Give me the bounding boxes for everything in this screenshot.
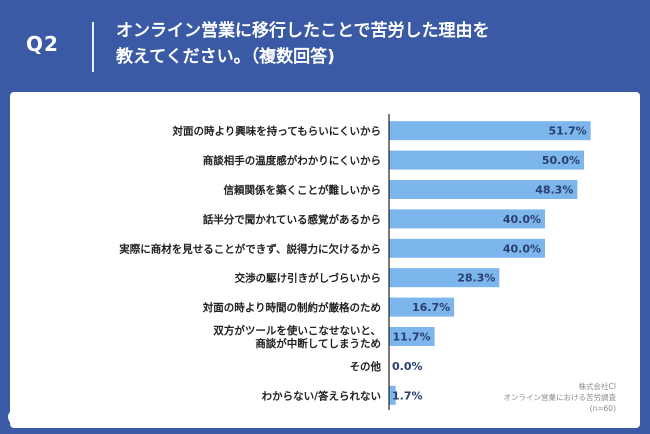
category-label-1: 対面の時より興味を持ってもらいにくいから xyxy=(171,125,381,138)
value-label-4: 40.0% xyxy=(503,213,541,226)
category-label-10: わからない/答えられない xyxy=(262,389,381,402)
bar-1 xyxy=(389,121,591,141)
source-survey: オンライン営業における苦労調査 xyxy=(503,393,617,402)
category-label-7: 対面の時より時間の制約が厳格のため xyxy=(202,301,381,314)
source-company: 株式会社CI xyxy=(578,382,616,391)
category-label-8-line-2: 商談が中断してしまうため xyxy=(255,337,381,350)
category-label-4: 話半分で聞かれている感覚があるから xyxy=(203,213,381,226)
bar-4 xyxy=(389,209,545,229)
bar-chart: 対面の時より興味を持ってもらいにくいから 51.7% 商談相手の温度感がわかりにくい… xyxy=(119,114,591,410)
source-note: 株式会社CI オンライン営業における苦労調査 (n=60) xyxy=(504,381,617,414)
bar-10 xyxy=(389,385,396,405)
value-label-7: 16.7% xyxy=(412,301,450,314)
question-title-line-2: 教えてください。（複数回答) xyxy=(116,47,335,67)
category-label-9: その他 xyxy=(350,360,382,373)
value-label-9: 0.0% xyxy=(392,360,423,373)
value-label-1: 51.7% xyxy=(548,125,586,138)
header-divider xyxy=(92,22,94,72)
question-title-line-1: オンライン営業に移行したことで苦労した理由を xyxy=(116,21,490,41)
brand-name: リサピー xyxy=(28,411,81,427)
header: Q2 オンライン営業に移行したことで苦労した理由を 教えてください。（複数回答) xyxy=(0,0,650,92)
bar-8 xyxy=(389,327,435,346)
value-label-2: 50.0% xyxy=(542,154,580,167)
bar-6 xyxy=(389,268,500,288)
category-label-6: 交渉の駆け引きがしづらいから xyxy=(235,272,381,285)
value-label-3: 48.3% xyxy=(535,184,573,197)
question-title: オンライン営業に移行したことで苦労した理由を 教えてください。（複数回答) xyxy=(116,18,616,70)
category-label-3: 信頼関係を築くことが難しいから xyxy=(224,184,382,197)
brand-logo-icon xyxy=(8,409,24,425)
value-label-8: 11.7% xyxy=(392,331,430,344)
bar-3 xyxy=(389,180,578,199)
chart-panel: 対面の時より興味を持ってもらいにくいから 51.7% 商談相手の温度感がわかりにくい… xyxy=(10,92,640,428)
bar-5 xyxy=(389,238,545,258)
category-label-8-line-1: 双方がツールを使いこなせないと、 xyxy=(212,324,381,337)
category-label-5: 実際に商材を見せることができず、説得力に欠けるから xyxy=(119,242,381,255)
bar-2 xyxy=(389,150,584,170)
value-label-6: 28.3% xyxy=(457,272,495,285)
value-label-5: 40.0% xyxy=(503,242,541,255)
source-sample-size: (n=60) xyxy=(589,404,616,413)
category-label-2: 商談相手の温度感がわかりにくいから xyxy=(203,154,381,167)
brand-logo: リサピー xyxy=(8,406,80,428)
question-number: Q2 xyxy=(26,32,59,56)
bar-7 xyxy=(389,297,455,317)
value-label-10: 1.7% xyxy=(392,389,423,402)
